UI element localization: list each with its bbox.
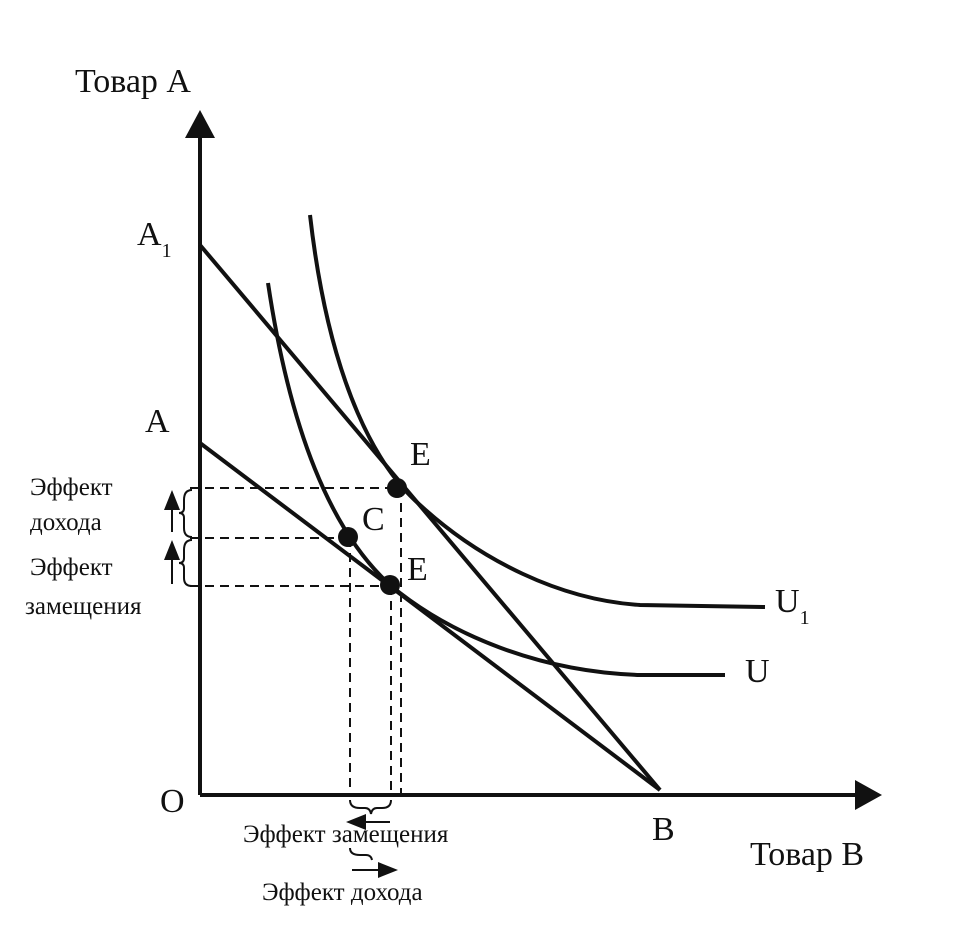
indifference-curve <box>266 282 725 677</box>
effect-label: замещения <box>25 593 142 620</box>
brace <box>349 847 373 861</box>
label-sub: 1 <box>800 607 810 629</box>
brace <box>349 799 392 815</box>
point-label: В <box>652 811 675 848</box>
indifference-curve <box>308 214 766 609</box>
point-label: A1 <box>137 216 172 262</box>
budget-line <box>198 441 662 792</box>
effect-label: дохода <box>30 509 102 536</box>
effect-label: Эффект замещения <box>243 821 449 848</box>
curve-label: U1 <box>775 583 810 629</box>
y-axis-label: Товар А <box>75 63 191 100</box>
point <box>380 575 400 595</box>
point-label: А <box>145 403 170 440</box>
x-arrow <box>855 780 882 810</box>
curve-label: U <box>745 653 770 690</box>
budget-line <box>198 243 662 792</box>
y-arrow <box>185 110 215 138</box>
origin-label: О <box>160 783 185 820</box>
label-main: U <box>775 583 800 620</box>
effect-label: Эффект <box>30 474 113 501</box>
effect-label: Эффект дохода <box>262 879 423 906</box>
effect-label: Эффект <box>30 554 113 581</box>
point <box>338 527 358 547</box>
point-label: E <box>410 436 431 473</box>
point <box>387 478 407 498</box>
brace <box>178 539 193 587</box>
x-axis-label: Товар В <box>750 836 864 873</box>
brace <box>178 489 193 538</box>
label-main: A <box>137 216 162 253</box>
label-sub: 1 <box>162 240 172 262</box>
point-label: C <box>362 501 385 538</box>
point-label: E <box>407 551 428 588</box>
